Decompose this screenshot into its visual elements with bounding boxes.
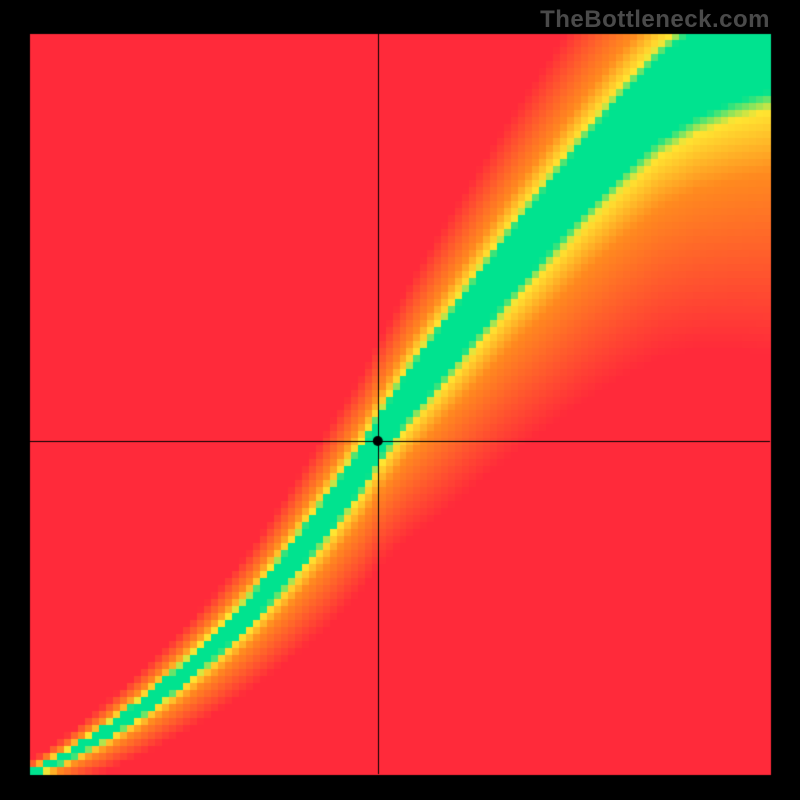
chart-container: TheBottleneck.com — [0, 0, 800, 800]
watermark-text: TheBottleneck.com — [540, 6, 770, 34]
heatmap-canvas — [0, 0, 800, 800]
